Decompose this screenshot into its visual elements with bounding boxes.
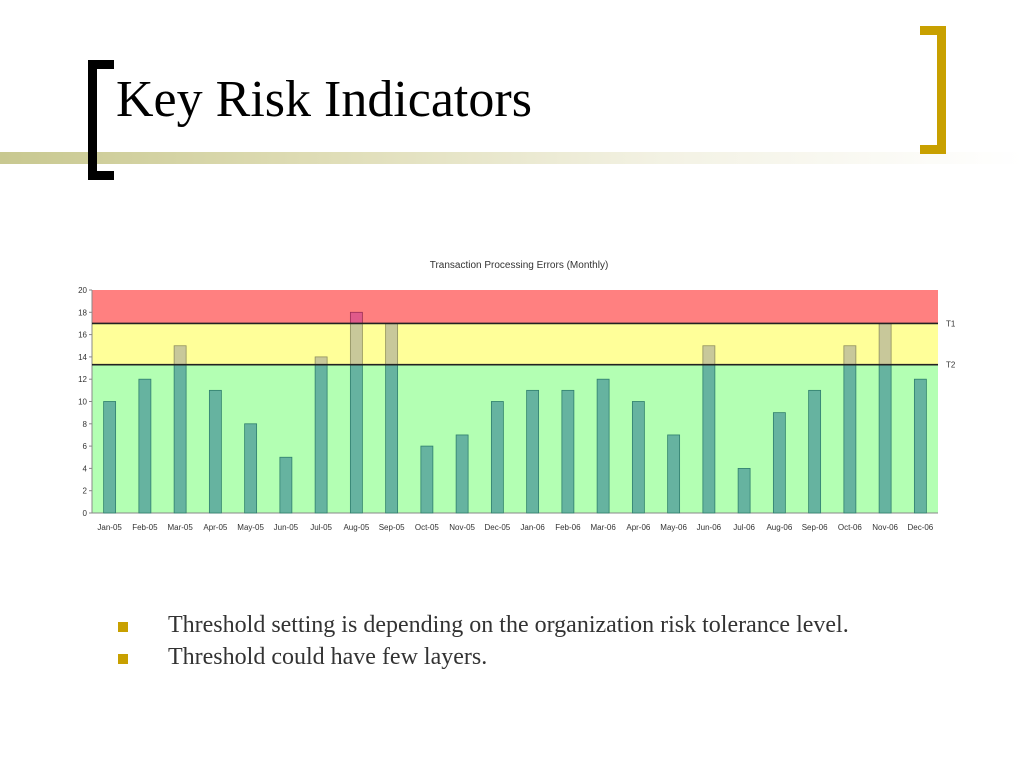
square-bullet-icon — [118, 622, 128, 632]
square-bullet-icon — [118, 654, 128, 664]
bar-Jul-06 — [737, 467, 751, 514]
y-tick-label: 18 — [78, 308, 87, 317]
x-tick-label: Jun-06 — [697, 523, 722, 532]
chart-title: Transaction Processing Errors (Monthly) — [430, 260, 609, 271]
x-tick-label: Jan-05 — [97, 523, 122, 532]
x-tick-label: Jul-06 — [733, 523, 755, 532]
zone-band-1 — [92, 323, 938, 365]
bar-Dec-06 — [913, 378, 927, 514]
bar-segment-yellow-Nov-06 — [878, 323, 892, 366]
bar-Feb-05 — [138, 378, 152, 514]
x-tick-label: Aug-06 — [766, 523, 792, 532]
y-tick-label: 0 — [83, 509, 88, 518]
bullet-item-threshold-setting: Threshold setting is depending on the or… — [116, 610, 916, 640]
x-tick-label: Mar-05 — [167, 523, 193, 532]
bar-Jan-05 — [103, 401, 117, 514]
bar-Mar-05 — [173, 364, 187, 514]
y-tick-label: 10 — [78, 398, 87, 407]
x-tick-label: Sep-06 — [802, 523, 828, 532]
x-tick-label: Apr-05 — [203, 523, 228, 532]
x-tick-label: May-05 — [237, 523, 264, 532]
bar-Mar-06 — [596, 378, 610, 514]
bar-Sep-06 — [808, 389, 822, 514]
bar-Aug-05 — [349, 364, 363, 514]
x-tick-label: Jul-05 — [310, 523, 332, 532]
bullet-list: Threshold setting is depending on the or… — [116, 610, 916, 674]
bar-May-06 — [667, 434, 681, 514]
chart-container: Transaction Processing Errors (Monthly) … — [74, 240, 964, 545]
bar-segment-red-Aug-05 — [349, 311, 363, 324]
left-bracket-decoration — [88, 60, 114, 180]
bar-Apr-06 — [631, 401, 645, 514]
y-tick-label: 8 — [83, 420, 88, 429]
bar-segment-yellow-Mar-05 — [173, 345, 187, 366]
bar-Oct-06 — [843, 364, 857, 514]
x-tick-label: Jan-06 — [520, 523, 545, 532]
x-tick-label: Apr-06 — [626, 523, 651, 532]
x-tick-label: Mar-06 — [590, 523, 616, 532]
x-tick-label: Dec-05 — [484, 523, 510, 532]
title-underline-band — [0, 152, 1024, 164]
y-tick-label: 20 — [78, 286, 87, 295]
bar-segment-yellow-Aug-05 — [349, 323, 363, 366]
x-tick-label: Feb-05 — [132, 523, 158, 532]
bar-Aug-06 — [772, 412, 786, 514]
x-tick-label: Jun-05 — [274, 523, 299, 532]
bar-Jan-06 — [526, 389, 540, 514]
y-tick-label: 2 — [83, 487, 88, 496]
slide-title: Key Risk Indicators — [116, 71, 532, 128]
bar-Jul-05 — [314, 364, 328, 514]
x-tick-label: May-06 — [660, 523, 687, 532]
x-tick-label: Nov-06 — [872, 523, 898, 532]
bar-Sep-05 — [385, 364, 399, 514]
right-bracket-decoration — [920, 26, 946, 154]
bar-Nov-05 — [455, 434, 469, 514]
y-tick-label: 6 — [83, 442, 88, 451]
threshold-label-T1: T1 — [946, 319, 956, 328]
bar-chart: Transaction Processing Errors (Monthly) … — [78, 260, 956, 532]
bar-Jun-05 — [279, 456, 293, 514]
y-tick-label: 4 — [83, 464, 88, 473]
bullet-text: Threshold setting is depending on the or… — [168, 612, 849, 638]
bar-segment-yellow-Jun-06 — [702, 345, 716, 366]
bar-Apr-05 — [208, 389, 222, 514]
zone-band-2 — [92, 290, 938, 324]
y-tick-label: 14 — [78, 353, 87, 362]
bullet-text: Threshold could have few layers. — [168, 644, 488, 670]
bar-segment-yellow-Jul-05 — [314, 356, 328, 366]
zone-band-0 — [92, 364, 938, 513]
x-tick-label: Nov-05 — [449, 523, 475, 532]
bullet-item-threshold-layers: Threshold could have few layers. — [116, 642, 916, 672]
bar-segment-yellow-Sep-05 — [385, 323, 399, 366]
bar-Feb-06 — [561, 389, 575, 514]
x-tick-label: Oct-05 — [415, 523, 440, 532]
y-tick-label: 12 — [78, 375, 87, 384]
bar-Oct-05 — [420, 445, 434, 514]
x-tick-label: Oct-06 — [838, 523, 863, 532]
x-tick-label: Aug-05 — [343, 523, 369, 532]
x-tick-label: Sep-05 — [379, 523, 405, 532]
bar-May-05 — [244, 423, 258, 514]
plot-area: 0 2 4 6 8 10 12 14 16 18 20 Jan-05 Feb-05 Mar-05 Apr-0… — [78, 286, 956, 532]
bar-Jun-06 — [702, 364, 716, 514]
x-tick-label: Dec-06 — [907, 523, 933, 532]
bar-Nov-06 — [878, 364, 892, 514]
bar-segment-yellow-Oct-06 — [843, 345, 857, 366]
x-tick-label: Feb-06 — [555, 523, 581, 532]
threshold-label-T2: T2 — [946, 361, 956, 370]
bar-Dec-05 — [490, 401, 504, 514]
y-tick-label: 16 — [78, 331, 87, 340]
